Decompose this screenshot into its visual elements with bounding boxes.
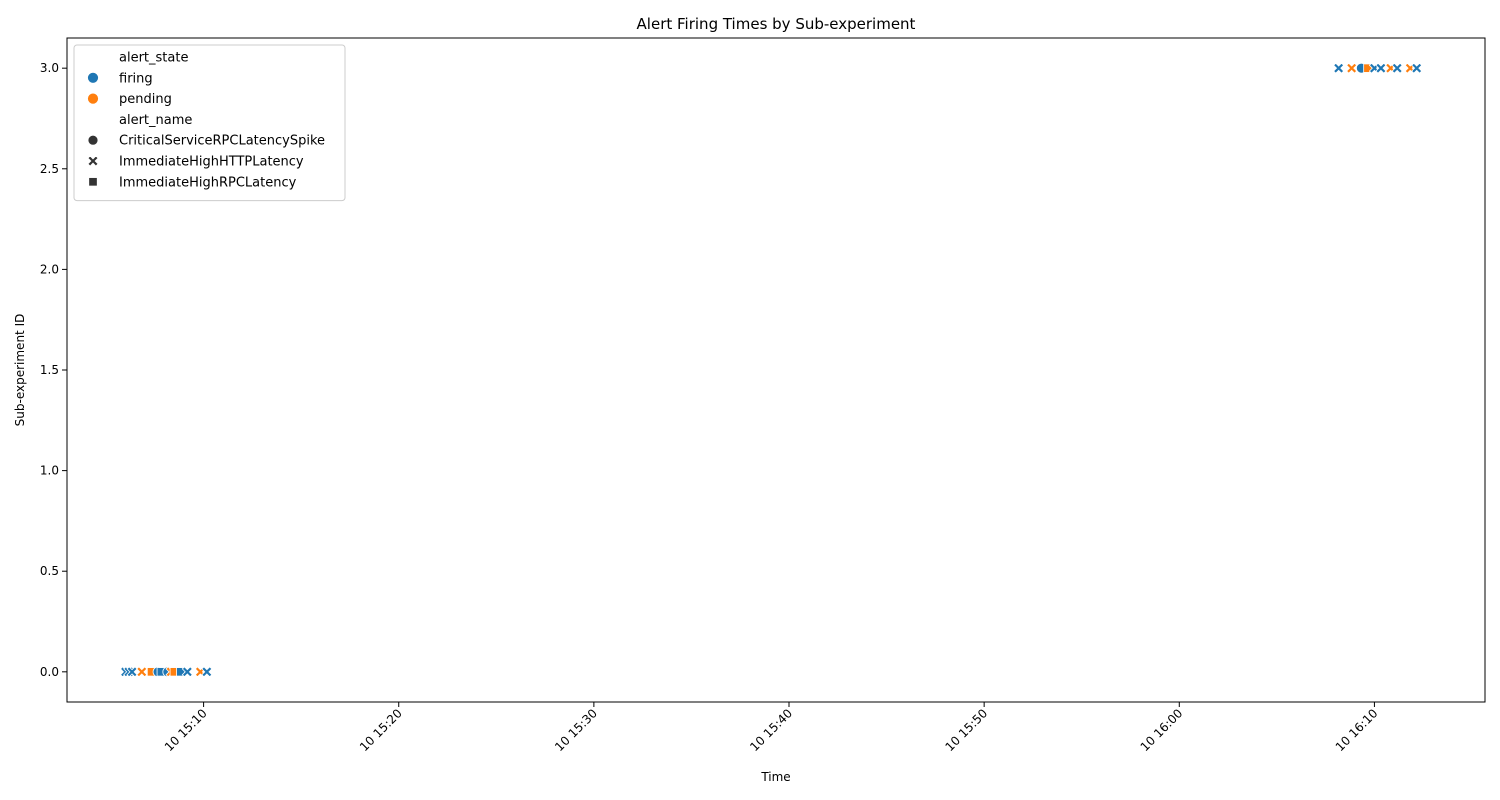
x-tick-label: 10 16:10 xyxy=(1333,706,1381,754)
legend-entry-label: firing xyxy=(119,71,153,86)
y-tick-label: 2.5 xyxy=(40,162,59,176)
x-tick-label: 10 16:00 xyxy=(1138,706,1186,754)
legend-entry-label: CriticalServiceRPCLatencySpike xyxy=(119,134,325,149)
y-tick-label: 0.5 xyxy=(40,564,59,578)
legend-marker xyxy=(88,177,98,187)
data-point xyxy=(1375,62,1387,74)
y-tick-label: 1.5 xyxy=(40,363,59,377)
chart-title: Alert Firing Times by Sub-experiment xyxy=(637,15,916,33)
y-tick-label: 0.0 xyxy=(40,665,59,679)
x-tick-label: 10 15:30 xyxy=(552,706,600,754)
y-tick-label: 1.0 xyxy=(40,464,59,478)
y-axis-label: Sub-experiment ID xyxy=(13,314,27,427)
data-point xyxy=(181,666,193,678)
legend-marker xyxy=(87,155,99,167)
legend-entry-label: ImmediateHighHTTPLatency xyxy=(119,155,304,170)
legend-title: alert_state xyxy=(119,51,188,66)
x-tick-label: 10 15:40 xyxy=(747,706,795,754)
legend-entry-label: pending xyxy=(119,92,172,107)
data-point xyxy=(136,666,148,678)
legend-marker xyxy=(87,71,99,84)
data-point xyxy=(1391,62,1403,74)
data-point xyxy=(1411,62,1423,74)
x-tick-label: 10 15:50 xyxy=(942,706,990,754)
data-point xyxy=(1333,62,1345,74)
y-tick-label: 3.0 xyxy=(40,61,59,75)
x-tick-label: 10 15:20 xyxy=(357,706,405,754)
legend-frame xyxy=(73,44,346,202)
legend-title: alert_name xyxy=(119,113,192,128)
legend-marker xyxy=(87,92,99,105)
data-point xyxy=(201,666,213,678)
x-axis-label: Time xyxy=(760,770,790,784)
x-tick-label: 10 15:10 xyxy=(162,706,210,754)
x-axis: 10 15:10 10 15:20 10 15:30 10 15:40 10 15:50… xyxy=(162,702,1381,754)
y-axis: 0.0 0.5 1.0 1.5 2.0 2.5 3.0 xyxy=(40,61,67,679)
data-points xyxy=(119,62,1423,678)
legend-marker xyxy=(87,134,99,146)
y-tick-label: 2.0 xyxy=(40,262,59,276)
legend-entry-label: ImmediateHighRPCLatency xyxy=(119,175,297,190)
data-point xyxy=(1346,62,1358,74)
